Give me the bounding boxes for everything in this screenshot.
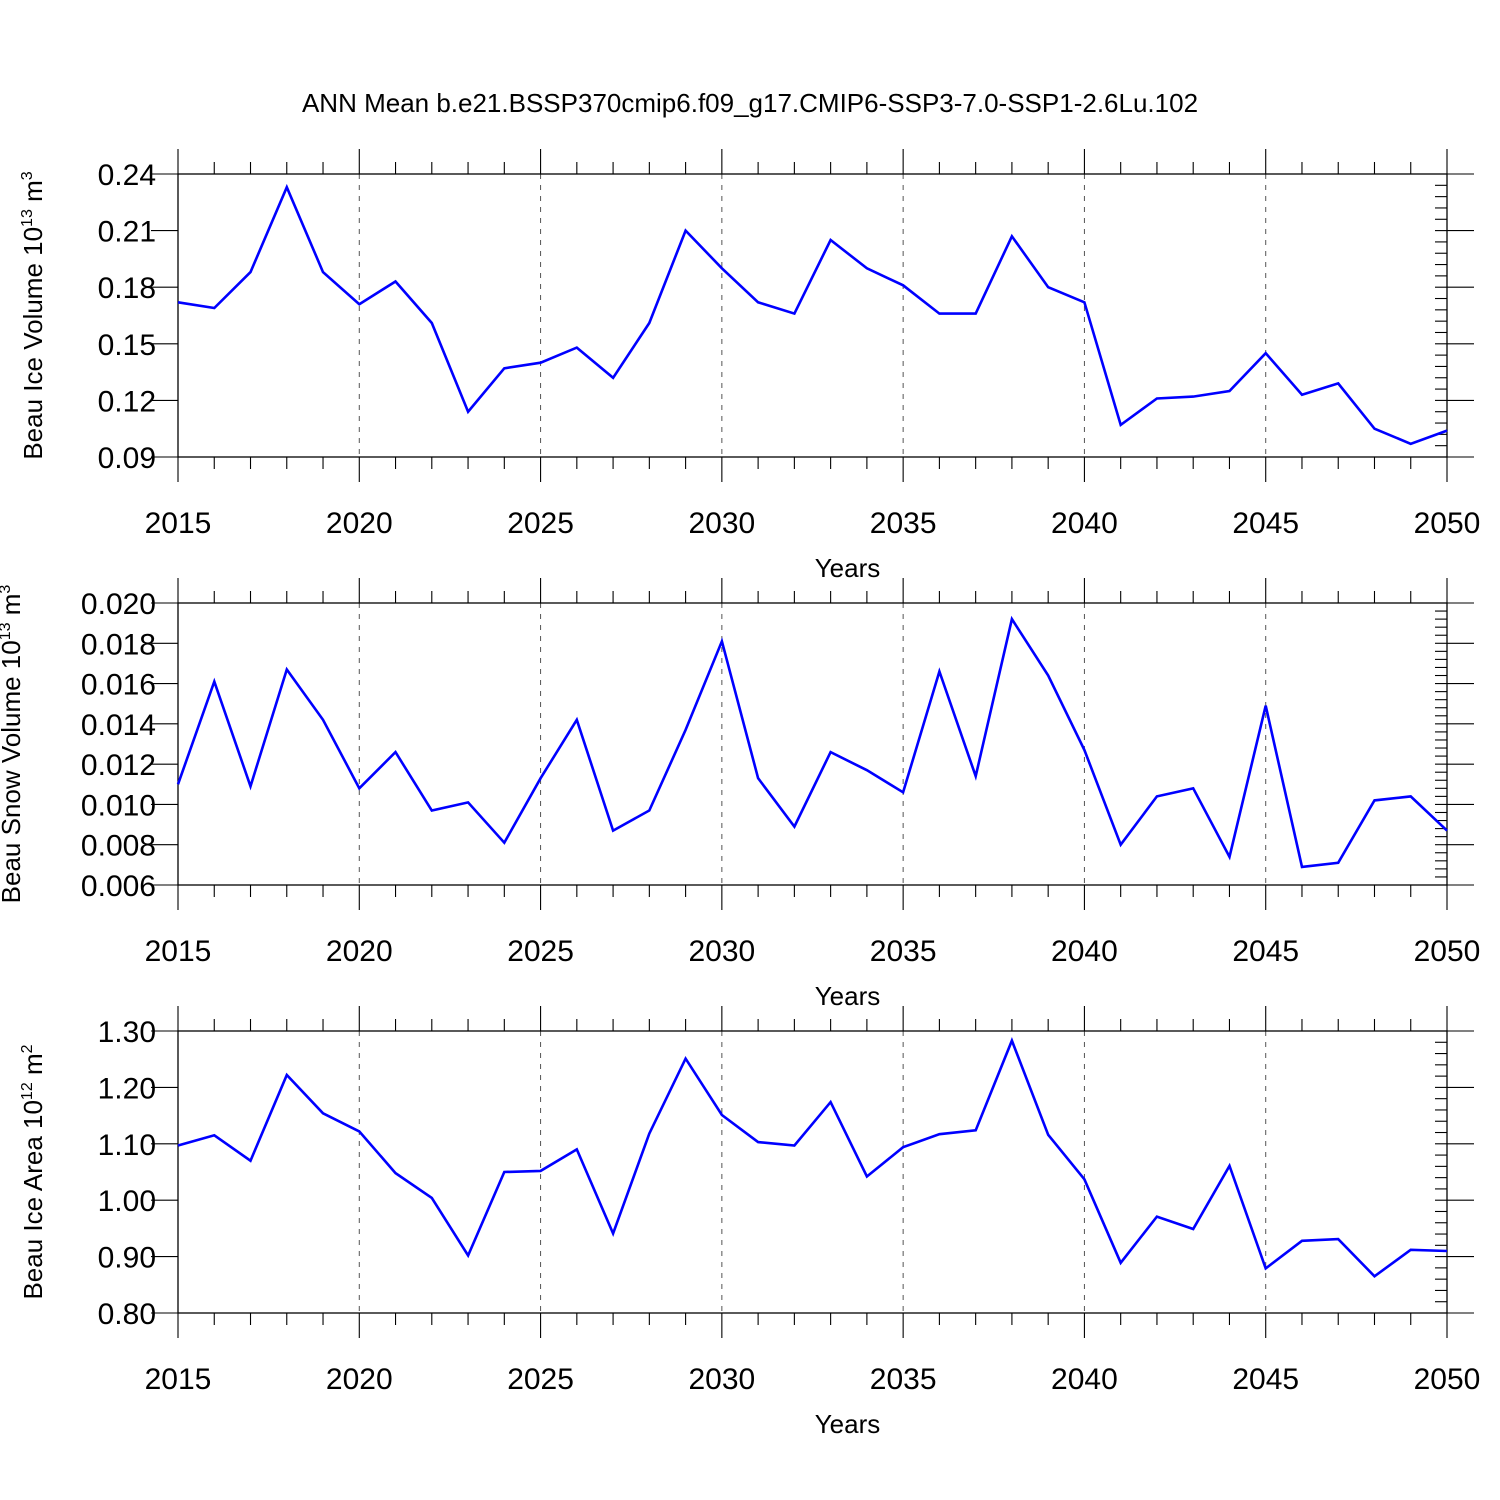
panel-1: 2015 2020 2025 2030 2035 2040 2045 2050 0.09 0.12… <box>18 149 1480 583</box>
panel-3-y-tick-label: 0.90 <box>98 1242 156 1275</box>
panel-2-x-tick-label: 2045 <box>1232 935 1299 968</box>
panel-1-series-line <box>177 183 1448 446</box>
panel-1-y-tick-label: 0.24 <box>98 159 156 192</box>
panel-1-y-tick-label: 0.09 <box>98 442 156 475</box>
figure-title: ANN Mean b.e21.BSSP370cmip6.f09_g17.CMIP… <box>302 88 1198 118</box>
panel-1-y-tick-label: 0.18 <box>98 272 156 305</box>
panel-1-x-tick-label: 2015 <box>145 507 212 540</box>
panel-2-y-tick-label: 0.010 <box>81 789 156 822</box>
panel-3-y-tick-label: 1.20 <box>98 1072 156 1105</box>
panel-2-y-tick-label: 0.014 <box>81 709 156 742</box>
panel-2-x-tick-label: 2035 <box>870 935 937 968</box>
panel-3-x-tick-label: 2015 <box>145 1363 212 1396</box>
panel-3-y-axis-unit2-exp: 2 <box>19 1044 36 1053</box>
panel-2-x-tick-label: 2040 <box>1051 935 1118 968</box>
panel-2-x-tick-label: 2025 <box>507 935 574 968</box>
panel-1-x-tick-label: 2050 <box>1414 507 1481 540</box>
panel-1-y-axis-title-name: Beau Ice Volume <box>18 256 48 460</box>
panel-1-x-tick-label: 2030 <box>688 507 755 540</box>
panel-3-x-tick-label: 2035 <box>870 1363 937 1396</box>
panel-3-x-tick-label: 2050 <box>1414 1363 1481 1396</box>
panel-3-y-tick-label: 1.00 <box>98 1185 156 1218</box>
panel-1-x-tick-label: 2040 <box>1051 507 1118 540</box>
panel-2-x-tick-label: 2030 <box>688 935 755 968</box>
panel-3-y-axis-title-name: Beau Ice Area <box>18 1129 48 1300</box>
panel-2-y-tick-label: 0.008 <box>81 830 156 863</box>
panel-1-x-tick-label: 2035 <box>870 507 937 540</box>
panel-2-y-axis-unit2-exp: 3 <box>0 585 14 594</box>
panel-1-x-axis-title: Years <box>815 553 881 583</box>
panel-3-x-tick-label: 2025 <box>507 1363 574 1396</box>
panel-3-y-axis-title: Beau Ice Area 1012 m2 <box>18 1044 48 1299</box>
panel-1-y-tick-label: 0.12 <box>98 385 156 418</box>
panel-3-series-line <box>177 1037 1448 1279</box>
panel-3-x-tick-label: 2030 <box>688 1363 755 1396</box>
panel-2: 2015 2020 2025 2030 2035 2040 2045 2050 0.006 0.0… <box>0 578 1480 1011</box>
panel-3-axis-frame <box>177 1030 1448 1314</box>
panel-2-y-tick-label: 0.016 <box>81 669 156 702</box>
panel-1-y-axis-unit-exp: 13 <box>19 209 36 227</box>
panel-1-y-axis-unit-base: 10 <box>18 227 48 256</box>
panel-1-x-tick-label: 2020 <box>326 507 393 540</box>
panel-3-x-axis-title: Years <box>815 1409 881 1439</box>
panel-1-y-tick-label: 0.15 <box>98 329 156 362</box>
panel-1-y-axis-unit2: m <box>18 180 48 209</box>
panel-2-y-tick-label: 0.006 <box>81 870 156 903</box>
panel-3-y-axis-unit-exp: 12 <box>19 1082 36 1100</box>
panel-3-y-axis-unit-base: 10 <box>18 1100 48 1129</box>
panel-2-series-line <box>176 615 1448 869</box>
panel-3-x-tick-label: 2040 <box>1051 1363 1118 1396</box>
panel-2-x-tick-label: 2015 <box>145 935 212 968</box>
panel-3-y-tick-label: 1.30 <box>98 1016 156 1049</box>
panel-2-x-axis-title: Years <box>815 981 881 1011</box>
panel-2-x-tick-label: 2020 <box>326 935 393 968</box>
panel-2-y-tick-label: 0.020 <box>81 588 156 621</box>
panel-2-y-axis-unit-base: 10 <box>0 640 26 669</box>
panel-2-axis-frame <box>177 602 1448 886</box>
panel-1-axis-frame <box>177 173 1448 458</box>
panel-3-y-axis-unit2: m <box>18 1053 48 1082</box>
panel-2-y-tick-label: 0.018 <box>81 628 156 661</box>
panel-2-y-axis-title-name: Beau Snow Volume <box>0 669 26 903</box>
panel-3-x-tick-label: 2045 <box>1232 1363 1299 1396</box>
panel-1-x-tick-label: 2025 <box>507 507 574 540</box>
panel-3: 2015 2020 2025 2030 2035 2040 2045 2050 0.80 0.90… <box>18 1006 1480 1439</box>
panel-1-x-tick-label: 2045 <box>1232 507 1299 540</box>
panel-2-y-tick-label: 0.012 <box>81 749 156 782</box>
panel-1-y-tick-label: 0.21 <box>98 216 156 249</box>
panel-2-y-axis-title: Beau Snow Volume 1013 m3 <box>0 585 26 904</box>
panel-3-x-tick-label: 2020 <box>326 1363 393 1396</box>
panel-2-y-axis-unit-exp: 13 <box>0 622 14 640</box>
panel-1-y-axis-title: Beau Ice Volume 1013 m3 <box>18 171 48 459</box>
panel-1-y-axis-unit2-exp: 3 <box>19 171 36 180</box>
panel-2-x-tick-label: 2050 <box>1414 935 1481 968</box>
panel-2-y-axis-unit2: m <box>0 594 26 623</box>
panels: 2015 2020 2025 2030 2035 2040 2045 2050 0.09 0.12… <box>0 149 1480 1439</box>
panel-3-y-tick-label: 0.80 <box>98 1298 156 1331</box>
panel-3-y-tick-label: 1.10 <box>98 1129 156 1162</box>
